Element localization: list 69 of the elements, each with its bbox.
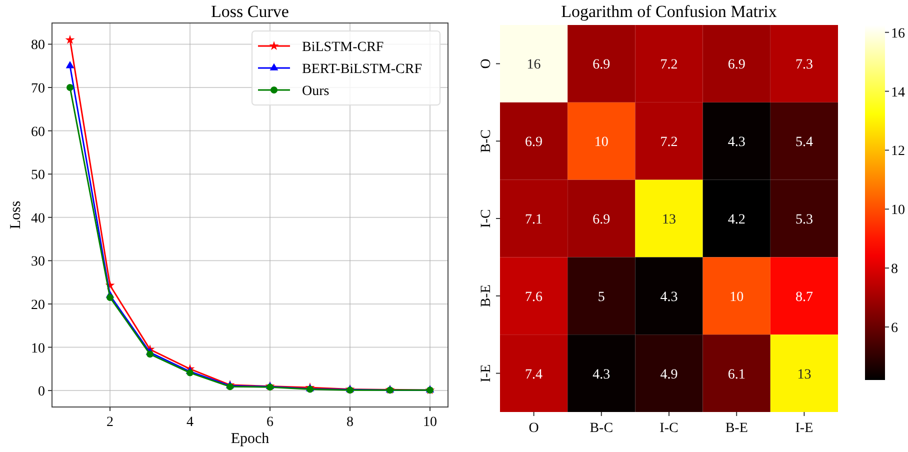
color-bar-label: 10 <box>891 203 905 218</box>
data-label: 6.9 <box>592 58 610 73</box>
data-label: 10 <box>594 135 608 150</box>
x-tick-label: 8 <box>346 415 354 430</box>
y-tick-label: 80 <box>31 38 45 54</box>
point <box>186 369 194 376</box>
data-label: 4.3 <box>728 135 746 150</box>
x-tick-label: B-E <box>725 421 748 436</box>
data-label: 5.4 <box>795 135 813 150</box>
legend-label: BiLSTM-CRF <box>302 40 384 55</box>
data-label: 4.9 <box>660 367 678 382</box>
data-label: 8.7 <box>795 290 813 305</box>
x-tick-label: 2 <box>106 415 114 430</box>
x-axis-title: Epoch <box>230 431 270 447</box>
y-tick-label: O <box>479 58 494 69</box>
x-tick-label: I-C <box>660 421 678 436</box>
data-label: 6.9 <box>525 135 543 150</box>
point <box>66 61 74 68</box>
x-tick-label: O <box>528 421 539 436</box>
y-tick-label: B-E <box>479 284 494 308</box>
color-bar-label: 14 <box>891 85 905 100</box>
data-label: 13 <box>662 212 676 228</box>
y-tick-label: B-C <box>479 129 494 153</box>
data-label: 4.3 <box>592 367 610 382</box>
data-label: 7.6 <box>525 290 543 305</box>
data-label: 6.1 <box>728 367 746 382</box>
y-tick-label: 60 <box>31 124 45 140</box>
x-tick-label: B-C <box>590 421 614 436</box>
point <box>66 84 74 92</box>
data-label: 7.3 <box>795 58 813 73</box>
y-tick-label: I-C <box>479 209 494 228</box>
chart-title: Logarithm of Confusion Matrix <box>561 2 778 21</box>
data-label: 6.9 <box>592 212 610 228</box>
y-axis-title: Loss <box>8 200 24 230</box>
y-tick-label: 0 <box>38 384 45 400</box>
data-label: 4.3 <box>660 290 678 305</box>
y-tick-label: I-E <box>479 364 494 382</box>
x-tick-label: 4 <box>186 415 194 430</box>
data-label: 7.2 <box>660 135 678 150</box>
y-tick-label: 70 <box>31 82 45 97</box>
x-tick-label: I-E <box>795 421 814 436</box>
chart-title: Loss Curve <box>211 2 289 21</box>
y-tick-label: 20 <box>31 298 45 313</box>
point <box>65 34 75 44</box>
x-tick-label: 10 <box>423 415 437 430</box>
y-tick-label: 50 <box>31 168 45 184</box>
color-bar-label: 12 <box>891 144 905 160</box>
color-bar-label: 8 <box>891 262 898 278</box>
data-label: 7.2 <box>660 58 678 73</box>
data-label: 16 <box>526 58 541 73</box>
x-tick-label: 6 <box>266 415 274 430</box>
y-tick-label: 40 <box>31 211 45 226</box>
data-label: 5.3 <box>795 212 813 228</box>
y-tick-label: 10 <box>31 341 45 356</box>
legend-label: Ours <box>302 84 330 99</box>
color-bar-label: 16 <box>891 26 905 42</box>
data-label: 5 <box>598 290 605 305</box>
y-tick-label: 30 <box>31 254 45 270</box>
data-label: 13 <box>797 367 812 382</box>
data-label: 4.2 <box>728 212 746 228</box>
data-label: 6.9 <box>728 58 746 73</box>
data-label: 7.1 <box>525 212 543 228</box>
point <box>106 294 114 301</box>
color-bar-label: 6 <box>891 320 898 336</box>
point <box>226 383 234 390</box>
data-label: 7.4 <box>525 367 543 382</box>
legend-label: BERT-BiLSTM-CRF <box>302 62 422 77</box>
point <box>146 350 154 358</box>
data-label: 10 <box>730 290 744 305</box>
